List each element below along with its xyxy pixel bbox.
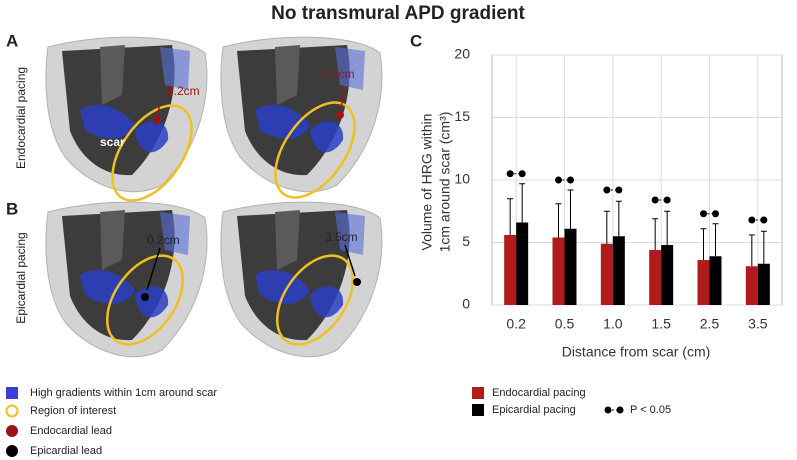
x-tick-label: 1.5 xyxy=(651,316,671,332)
legend-swatch xyxy=(6,387,18,399)
x-tick-label: 0.2 xyxy=(506,316,526,332)
bar xyxy=(516,222,529,305)
legend-label: Region of interest xyxy=(30,405,116,417)
bar xyxy=(757,263,770,305)
figure-title: No transmural APD gradient xyxy=(271,3,525,24)
significance-dot xyxy=(567,176,574,184)
y-axis-label: 1cm around scar (cm³) xyxy=(437,112,453,253)
legend-swatch xyxy=(472,404,484,416)
significance-dot xyxy=(712,210,719,218)
panel-label: B xyxy=(6,199,18,218)
panel-label: C xyxy=(410,31,422,50)
significance-dot xyxy=(651,196,659,204)
scar-label: scar xyxy=(100,135,125,149)
bar xyxy=(709,256,722,305)
x-tick-label: 2.5 xyxy=(700,316,720,332)
legend-swatch xyxy=(6,425,18,437)
row-label: Epicardial pacing xyxy=(14,232,28,323)
significance-dot xyxy=(663,196,671,204)
legend-significance xyxy=(616,406,624,414)
bar xyxy=(661,245,674,305)
y-tick-label: 20 xyxy=(454,46,470,62)
x-tick-label: 0.5 xyxy=(555,316,575,332)
distance-label: 3.5cm xyxy=(325,230,358,244)
bar xyxy=(504,235,517,305)
distance-label: 0.2cm xyxy=(167,84,200,98)
legend-label: Epicardial lead xyxy=(30,445,102,457)
legend-label: Endocardial pacing xyxy=(492,387,586,399)
bar xyxy=(745,266,758,305)
significance-dot xyxy=(555,176,562,184)
y-tick-label: 15 xyxy=(454,108,470,124)
x-tick-label: 1.0 xyxy=(603,316,623,332)
heart-image xyxy=(220,36,383,199)
bar xyxy=(600,243,613,305)
significance-dot xyxy=(506,170,514,178)
panel-label: A xyxy=(6,31,18,50)
y-axis-label: Volume of HRG within xyxy=(419,114,435,251)
heart-image xyxy=(45,36,208,202)
y-tick-label: 10 xyxy=(454,171,470,187)
legend-label: High gradients within 1cm around scar xyxy=(30,387,217,399)
significance-dot xyxy=(615,186,623,194)
legend-swatch xyxy=(6,445,18,457)
distance-label: 3.5cm xyxy=(322,67,355,81)
heart-image xyxy=(45,201,208,358)
bar xyxy=(697,260,710,305)
bar xyxy=(552,237,565,305)
bar xyxy=(612,236,625,305)
distance-label: 0.2cm xyxy=(147,233,180,247)
legend-label: Epicardial pacing xyxy=(492,404,576,416)
legend-swatch xyxy=(5,404,19,418)
bar xyxy=(649,250,662,305)
heart-image xyxy=(220,201,383,358)
legend-label: P < 0.05 xyxy=(630,404,671,416)
x-axis-label: Distance from scar (cm) xyxy=(562,344,711,360)
significance-dot xyxy=(700,210,707,218)
significance-dot xyxy=(603,186,611,194)
bar xyxy=(564,228,577,305)
significance-dot xyxy=(748,216,756,224)
significance-dot xyxy=(760,216,768,224)
y-tick-label: 5 xyxy=(462,233,470,249)
legend-swatch xyxy=(472,387,484,399)
significance-dot xyxy=(518,170,526,178)
legend-significance xyxy=(604,406,612,414)
legend-label: Endocardial lead xyxy=(30,425,112,437)
y-tick-label: 0 xyxy=(462,296,470,312)
x-tick-label: 3.5 xyxy=(748,316,768,332)
row-label: Endocardial pacing xyxy=(14,67,28,169)
